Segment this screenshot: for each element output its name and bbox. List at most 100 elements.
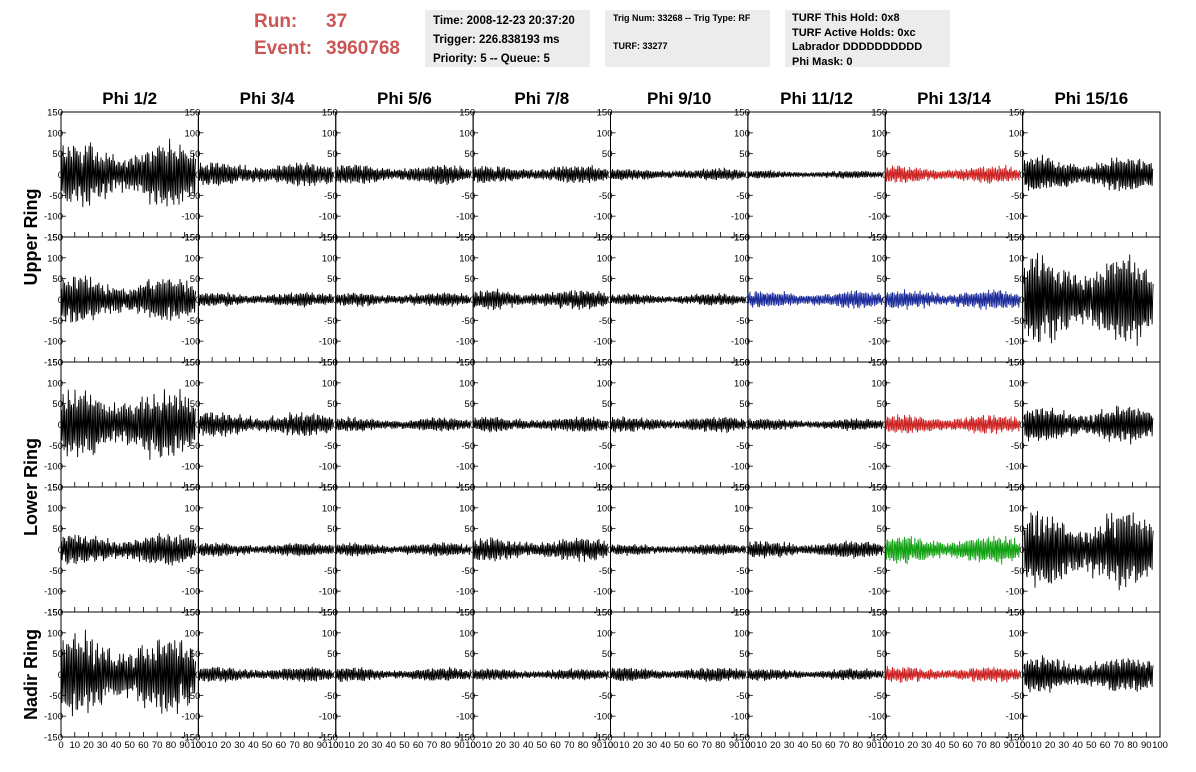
y-tick-label: -100 xyxy=(456,462,475,473)
y-tick-label: -150 xyxy=(868,358,887,369)
waveform-trace xyxy=(197,412,334,437)
y-tick-label: 100 xyxy=(1009,503,1025,514)
y-tick-label: 50 xyxy=(190,524,201,535)
x-tick-label: 0 xyxy=(58,740,63,751)
waveform-trace xyxy=(197,666,334,683)
x-tick-label: 20 xyxy=(633,740,644,751)
y-tick-label: 50 xyxy=(52,274,63,285)
y-tick-label: 100 xyxy=(47,503,63,514)
column-header-8: Phi 15/16 xyxy=(1054,89,1128,108)
y-tick-label: -100 xyxy=(456,712,475,723)
y-tick-label: -100 xyxy=(868,587,887,598)
y-tick-label: 50 xyxy=(327,524,338,535)
y-tick-label: 150 xyxy=(185,108,201,119)
y-tick-label: 100 xyxy=(459,253,475,264)
x-tick-label: 60 xyxy=(825,740,836,751)
waveform-trace xyxy=(60,629,197,717)
y-tick-label: 100 xyxy=(185,128,201,139)
y-tick-label: -100 xyxy=(1006,712,1025,723)
y-tick-label: 50 xyxy=(602,274,613,285)
y-tick-label: 150 xyxy=(597,108,613,119)
y-tick-label: -50 xyxy=(1011,191,1025,202)
x-tick-label: 60 xyxy=(138,740,149,751)
y-tick-label: 100 xyxy=(459,628,475,639)
y-tick-label: -150 xyxy=(593,483,612,494)
x-tick-label: 20 xyxy=(358,740,369,751)
x-tick-label: 90 xyxy=(454,740,465,751)
y-tick-label: -100 xyxy=(731,712,750,723)
y-tick-label: 50 xyxy=(739,399,750,410)
waveform-trace xyxy=(610,667,746,682)
waveform-trace xyxy=(60,532,197,566)
y-tick-label: -50 xyxy=(324,191,338,202)
y-tick-label: -150 xyxy=(1006,233,1025,244)
y-tick-label: 150 xyxy=(322,608,338,619)
column-header-4: Phi 7/8 xyxy=(514,89,569,108)
waveform-trace xyxy=(884,665,1021,683)
run-label: Run: xyxy=(254,11,298,32)
waveform-trace xyxy=(1023,511,1154,591)
waveform-trace xyxy=(60,388,197,460)
y-tick-label: -50 xyxy=(1011,566,1025,577)
y-tick-label: -150 xyxy=(181,483,200,494)
run-event-block: Run: 37 Event: 3960768 xyxy=(254,8,400,62)
y-tick-label: 150 xyxy=(871,358,887,369)
waveform-trace xyxy=(472,288,609,311)
x-tick-label: 70 xyxy=(1113,740,1124,751)
y-tick-label: 50 xyxy=(465,149,476,160)
y-tick-label: -100 xyxy=(593,712,612,723)
x-tick-label: 100 xyxy=(877,740,893,751)
y-tick-label: -100 xyxy=(319,712,338,723)
waveform-trace xyxy=(884,535,1021,565)
turf-line: TURF: 33277 xyxy=(613,41,668,51)
x-tick-label: 20 xyxy=(1045,740,1056,751)
x-tick-label: 80 xyxy=(303,740,314,751)
y-tick-label: -150 xyxy=(44,233,63,244)
y-tick-label: 0 xyxy=(332,170,337,181)
y-tick-label: 100 xyxy=(734,503,750,514)
y-tick-label: 100 xyxy=(322,628,338,639)
x-tick-label: 40 xyxy=(248,740,259,751)
x-tick-label: 50 xyxy=(811,740,822,751)
y-tick-label: -150 xyxy=(44,358,63,369)
x-tick-label: 100 xyxy=(1152,740,1168,751)
y-tick-label: -100 xyxy=(1006,462,1025,473)
y-tick-label: 150 xyxy=(734,483,750,494)
y-tick-label: 150 xyxy=(871,483,887,494)
y-tick-label: -150 xyxy=(731,483,750,494)
y-tick-label: -100 xyxy=(44,337,63,348)
waveform-trace xyxy=(610,416,746,434)
x-tick-label: 10 xyxy=(69,740,80,751)
waveform-trace xyxy=(197,542,334,557)
waveform-trace xyxy=(335,292,471,307)
x-tick-label: 10 xyxy=(482,740,493,751)
y-tick-label: 50 xyxy=(327,274,338,285)
y-tick-label: -150 xyxy=(319,733,338,744)
y-tick-label: 50 xyxy=(327,649,338,660)
x-tick-label: 30 xyxy=(1059,740,1070,751)
y-tick-label: -50 xyxy=(874,566,888,577)
x-tick-label: 30 xyxy=(509,740,520,751)
y-tick-label: 150 xyxy=(185,483,201,494)
x-tick-label: 90 xyxy=(1004,740,1015,751)
y-tick-label: 0 xyxy=(58,420,63,431)
y-tick-label: -150 xyxy=(319,358,338,369)
y-tick-label: -50 xyxy=(736,191,750,202)
y-tick-label: -100 xyxy=(731,212,750,223)
waveform-trace xyxy=(335,416,471,432)
column-header-5: Phi 9/10 xyxy=(647,89,711,108)
y-tick-label: 50 xyxy=(739,274,750,285)
trigger-line: Trigger: 226.838193 ms xyxy=(433,34,560,46)
y-tick-label: -150 xyxy=(868,608,887,619)
y-tick-label: -50 xyxy=(736,316,750,327)
waveform-trace xyxy=(1023,252,1154,346)
y-tick-label: -50 xyxy=(1011,691,1025,702)
waveform-trace xyxy=(747,418,883,431)
y-tick-label: -150 xyxy=(456,608,475,619)
waveform-trace xyxy=(884,289,1021,310)
y-tick-label: 50 xyxy=(877,149,888,160)
y-tick-label: -50 xyxy=(49,691,63,702)
y-tick-label: 100 xyxy=(734,378,750,389)
x-tick-label: 10 xyxy=(894,740,905,751)
